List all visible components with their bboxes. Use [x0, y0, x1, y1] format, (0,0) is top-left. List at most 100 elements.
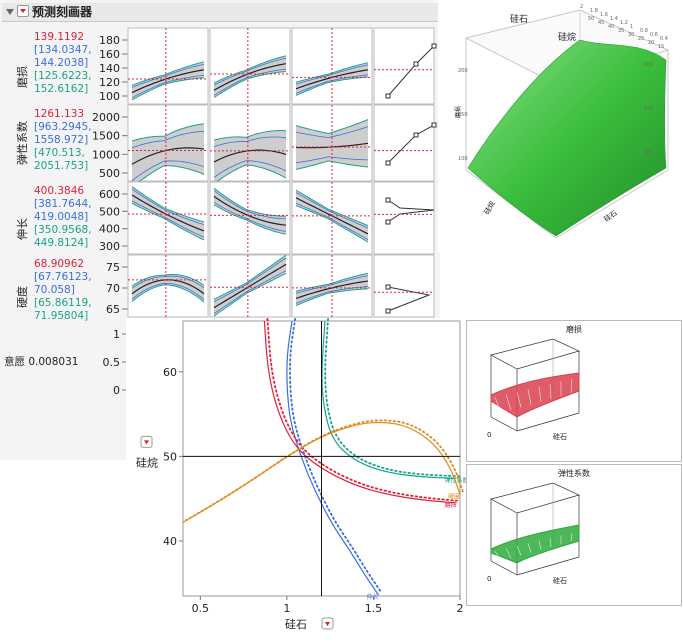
ci-low: [963.2945,	[34, 121, 92, 133]
surface-tick: 1.8	[590, 8, 598, 14]
profiler-title: 预测刻画器	[32, 5, 93, 19]
ci-high: 144.2038]	[34, 57, 89, 69]
profiler-header[interactable]: 预测刻画器	[2, 3, 438, 22]
ci-low: [381.7644,	[34, 198, 92, 210]
ci-upper-line	[213, 190, 287, 220]
surface-plot[interactable]: 硅石 硅烷 磨损 硅石 硅烷 2 1.8 1.6 1.4 1.2 1 0.8 0.6 0.4 50 45 40 3…	[438, 0, 683, 252]
desirability-tick-label: 0	[113, 384, 120, 397]
ci-upper-line	[131, 188, 205, 226]
y-tick-label: 40	[163, 535, 177, 548]
y-tick-label: 300	[99, 240, 120, 253]
x-tick-label: 1.5	[365, 602, 383, 615]
mini-title: 磨损	[566, 325, 582, 334]
surface-axis-label: 硅石	[510, 13, 528, 25]
pi-upper-line	[295, 119, 369, 135]
surface-tick: 20	[648, 40, 654, 46]
mini-surface-modulus[interactable]: 弹性系数 0 硅石	[466, 464, 682, 606]
ci-upper-line	[295, 64, 369, 85]
surface-tick: 0.8	[640, 28, 648, 34]
surface-axis-label: 硅烷	[482, 199, 497, 216]
desirability-handle	[413, 132, 419, 138]
prediction-band	[132, 123, 204, 188]
yaxis-menu-icon	[144, 440, 149, 445]
prediction-band	[296, 273, 368, 306]
ci-lower-line	[213, 160, 287, 178]
surface-tick: 40	[608, 24, 614, 30]
mini-surface-svg: 0 硅石	[487, 482, 580, 585]
ci-upper-line	[131, 130, 205, 149]
contour-label: 硬度	[448, 492, 460, 500]
ci-lower-line	[213, 270, 287, 314]
profiler-plots[interactable]: 1801601401201002000150010005006005004003…	[0, 0, 440, 460]
pi-lower-line	[213, 272, 287, 317]
surface-svg[interactable]: 硅石硅烷磨损硅石硅烷21.81.61.41.210.80.60.45045403…	[438, 0, 683, 252]
desirability-handle	[413, 61, 419, 67]
pi-upper-line	[131, 123, 205, 142]
prediction-band	[132, 274, 204, 303]
x-tick-label: 2	[457, 602, 464, 615]
collapse-triangle-icon[interactable]	[6, 9, 14, 15]
ci-high: 70.058]	[34, 284, 75, 296]
y-tick-label: 500	[99, 205, 120, 218]
surface-axis-label: 硅石	[602, 208, 619, 223]
x-tick-label: 0.5	[192, 602, 210, 615]
ci-low: [134.0347,	[34, 44, 92, 56]
contour-label: 弹性系数	[445, 476, 469, 484]
mini-box-edge	[516, 556, 580, 576]
mini-surface	[490, 524, 580, 564]
y-tick-label: 100	[99, 90, 120, 103]
mini-grid-line	[505, 548, 512, 559]
ci-upper-line	[213, 257, 287, 303]
profiler-cell	[373, 181, 435, 255]
mini-title: 弹性系数	[558, 469, 590, 478]
prediction-line	[213, 63, 287, 91]
box-edge	[555, 169, 669, 239]
ci-upper-line	[295, 192, 369, 229]
ci-low: [67.76123,	[34, 271, 92, 283]
mini-box-top	[490, 482, 580, 514]
mini-grid-line	[527, 389, 532, 405]
y-tick-label: 500	[99, 167, 120, 180]
profiler-cell	[373, 27, 435, 105]
y-tick-label: 60	[163, 366, 177, 379]
contour-label: 磨损	[445, 501, 457, 509]
prediction-band	[296, 62, 368, 96]
mini-box-edge	[490, 560, 518, 576]
ci-lower-line	[131, 200, 205, 238]
mini-grid-line	[538, 386, 542, 402]
pi-lower-line	[131, 164, 205, 189]
mini-surface-wear[interactable]: 磨损 0 硅石	[466, 320, 682, 462]
red-menu-icon[interactable]	[17, 5, 29, 17]
y-tick-label: 70	[106, 282, 120, 295]
surface-tick: 1.4	[610, 16, 618, 22]
pi-upper-line	[131, 61, 205, 86]
y-tick-label: 600	[99, 188, 120, 201]
pi-lower-line	[295, 204, 369, 243]
mini-grid-line	[538, 540, 542, 550]
prediction-line	[131, 194, 205, 232]
pi-lower-line	[213, 164, 287, 185]
mini-box-edge	[490, 416, 518, 432]
mini-zero-label: 0	[487, 431, 491, 439]
surface-tick: 30	[628, 32, 634, 38]
y-tick-label: 400	[99, 223, 120, 236]
ci-upper-line	[131, 275, 205, 289]
mini-grid-line	[516, 391, 522, 408]
surface-tick: 1	[630, 24, 633, 30]
prediction-line	[213, 195, 287, 226]
y-tick-label: 120	[99, 76, 120, 89]
ci-upper-line	[213, 136, 287, 148]
surface-tick: 25	[638, 36, 644, 42]
mini-grid-line	[516, 545, 522, 556]
pi-high: 449.8124]	[34, 237, 89, 249]
y-tick-label: 65	[106, 303, 120, 316]
contour-line	[321, 320, 457, 479]
pi-high: 71.95804]	[34, 310, 89, 322]
surface-tick: 35	[618, 28, 624, 34]
mini-grid-line	[494, 396, 502, 414]
surface-axis-label: 硅烷	[558, 31, 576, 43]
contour-profiler[interactable]: 0.5 1 1.5 2 40 50 60 伸长 磨损 弹性系数 硬度 硅石 硅烷 磨损 0 硅石 弹性系数…	[126, 317, 683, 638]
pi-high: 152.6162]	[34, 83, 89, 95]
surface-tick: 1.6	[600, 12, 608, 18]
